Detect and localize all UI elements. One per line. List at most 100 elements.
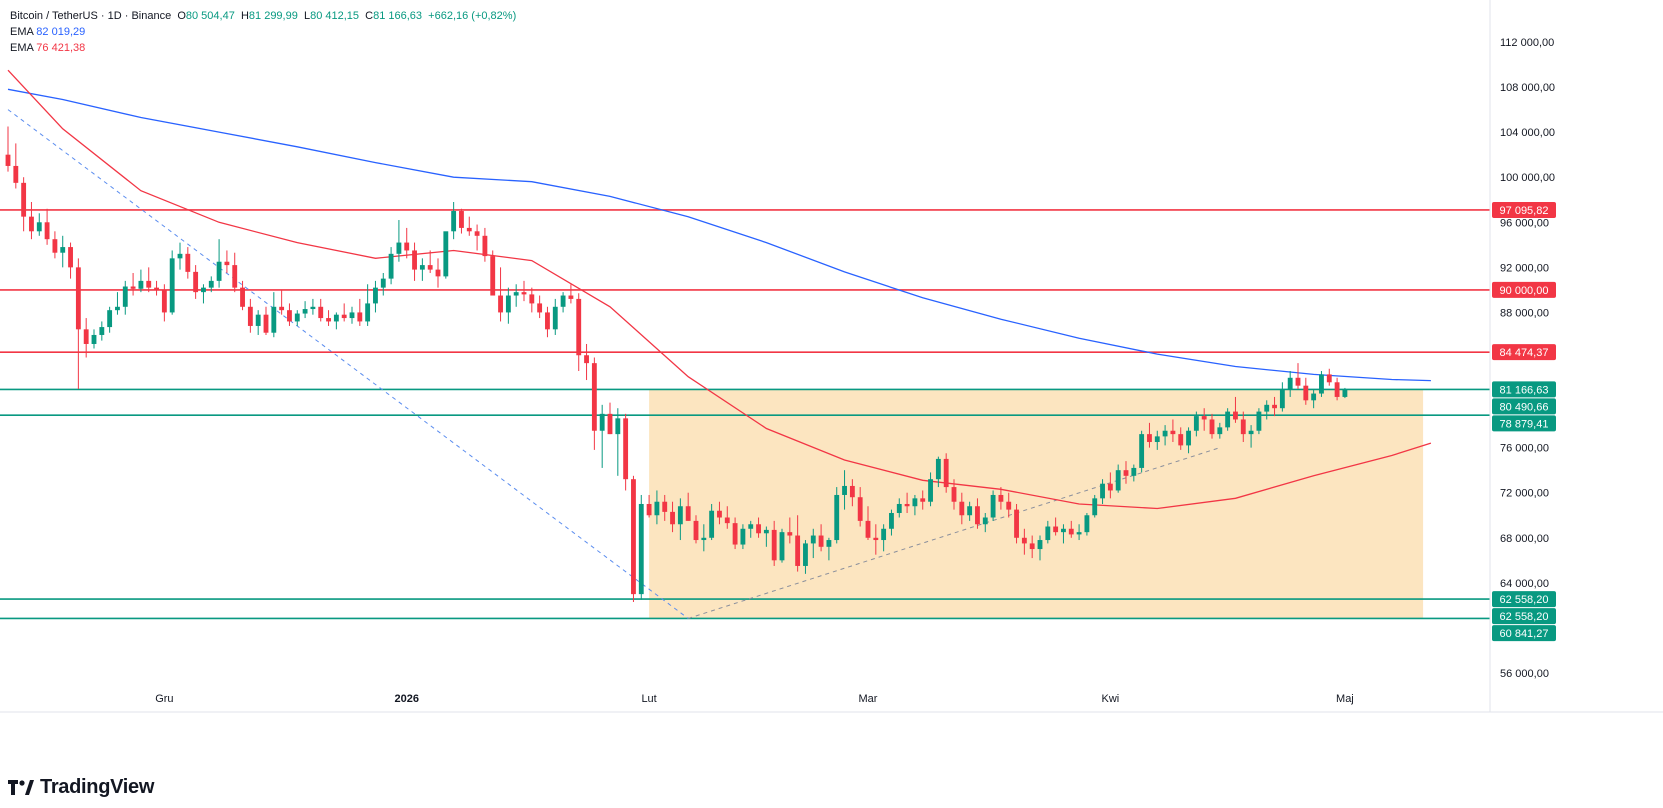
- candle-150[interactable]: [1178, 427, 1184, 450]
- candle-118[interactable]: [928, 472, 933, 507]
- candle-39[interactable]: [310, 298, 316, 315]
- candle-109[interactable]: [857, 487, 863, 527]
- trendline-0[interactable]: [7, 109, 689, 619]
- candle-48[interactable]: [380, 272, 386, 296]
- candle-3[interactable]: [29, 202, 34, 240]
- candle-147[interactable]: [1154, 430, 1160, 450]
- candle-119[interactable]: [935, 456, 941, 488]
- candle-94[interactable]: [740, 524, 746, 550]
- candle-99[interactable]: [779, 528, 785, 563]
- candle-114[interactable]: [896, 498, 902, 518]
- candle-30[interactable]: [240, 280, 245, 311]
- candle-169[interactable]: [1326, 368, 1332, 386]
- candle-161[interactable]: [1264, 400, 1270, 420]
- candle-5[interactable]: [44, 208, 50, 245]
- candle-160[interactable]: [1256, 408, 1262, 435]
- candle-146[interactable]: [1147, 422, 1152, 448]
- candle-156[interactable]: [1225, 408, 1231, 431]
- candle-73[interactable]: [576, 293, 582, 372]
- candle-158[interactable]: [1240, 411, 1246, 443]
- candle-86[interactable]: [677, 498, 683, 541]
- candle-96[interactable]: [756, 517, 761, 538]
- candle-65[interactable]: [513, 284, 519, 307]
- range-zone[interactable]: [649, 389, 1424, 619]
- candle-13[interactable]: [107, 306, 113, 333]
- candle-70[interactable]: [552, 298, 558, 335]
- candle-2[interactable]: [21, 177, 27, 232]
- candle-92[interactable]: [724, 506, 730, 529]
- candle-12[interactable]: [99, 321, 105, 341]
- candle-115[interactable]: [904, 492, 910, 513]
- candle-64[interactable]: [505, 287, 511, 324]
- candle-85[interactable]: [670, 501, 675, 533]
- candle-127[interactable]: [998, 487, 1004, 510]
- candle-100[interactable]: [787, 517, 793, 544]
- candle-98[interactable]: [771, 520, 777, 566]
- candle-128[interactable]: [1006, 492, 1012, 518]
- candle-43[interactable]: [341, 303, 347, 322]
- candle-124[interactable]: [975, 498, 980, 529]
- candle-121[interactable]: [951, 479, 957, 510]
- candle-136[interactable]: [1068, 520, 1074, 538]
- candle-56[interactable]: [443, 231, 449, 279]
- candle-171[interactable]: [1342, 387, 1348, 399]
- candle-58[interactable]: [459, 208, 464, 234]
- candle-37[interactable]: [294, 310, 300, 326]
- candle-93[interactable]: [732, 517, 738, 550]
- candle-46[interactable]: [365, 284, 371, 326]
- candle-138[interactable]: [1084, 512, 1090, 536]
- candle-117[interactable]: [920, 490, 926, 510]
- ema-red-line[interactable]: [7, 69, 1432, 510]
- candle-40[interactable]: [318, 298, 324, 322]
- candle-18[interactable]: [146, 267, 152, 293]
- candle-131[interactable]: [1029, 535, 1035, 559]
- candle-19[interactable]: [154, 280, 159, 296]
- candle-25[interactable]: [201, 284, 206, 304]
- candle-102[interactable]: [803, 540, 808, 574]
- candle-42[interactable]: [333, 312, 339, 330]
- candle-106[interactable]: [834, 487, 840, 544]
- candle-162[interactable]: [1272, 396, 1277, 417]
- candle-163[interactable]: [1279, 382, 1285, 412]
- candle-14[interactable]: [115, 292, 120, 315]
- candle-67[interactable]: [529, 287, 535, 313]
- candle-130[interactable]: [1021, 528, 1027, 555]
- trendline-1[interactable]: [688, 447, 1220, 619]
- candle-59[interactable]: [466, 216, 472, 236]
- candle-151[interactable]: [1186, 427, 1191, 454]
- candle-61[interactable]: [482, 227, 488, 262]
- candle-26[interactable]: [208, 276, 214, 293]
- candle-159[interactable]: [1248, 425, 1254, 448]
- candle-166[interactable]: [1303, 377, 1309, 405]
- candle-137[interactable]: [1076, 524, 1082, 541]
- candle-72[interactable]: [568, 284, 574, 304]
- candle-68[interactable]: [537, 295, 543, 319]
- candle-74[interactable]: [584, 343, 589, 381]
- candle-155[interactable]: [1217, 422, 1223, 439]
- candle-55[interactable]: [435, 258, 441, 288]
- candle-53[interactable]: [419, 258, 425, 281]
- candle-75[interactable]: [591, 357, 597, 450]
- candle-77[interactable]: [607, 402, 613, 435]
- candle-8[interactable]: [68, 242, 73, 279]
- candle-95[interactable]: [748, 520, 754, 538]
- candle-49[interactable]: [388, 247, 394, 285]
- candle-81[interactable]: [638, 494, 644, 600]
- candle-112[interactable]: [881, 524, 887, 552]
- candle-157[interactable]: [1233, 396, 1238, 423]
- candle-35[interactable]: [279, 289, 285, 315]
- candle-1[interactable]: [13, 143, 19, 189]
- candle-84[interactable]: [662, 494, 668, 521]
- candle-145[interactable]: [1139, 430, 1145, 473]
- candle-69[interactable]: [545, 306, 550, 338]
- candle-71[interactable]: [560, 292, 566, 313]
- candle-60[interactable]: [474, 224, 480, 251]
- candle-148[interactable]: [1162, 425, 1168, 446]
- candle-17[interactable]: [138, 269, 144, 293]
- candle-66[interactable]: [521, 280, 527, 302]
- ema-blue-line[interactable]: [7, 88, 1431, 382]
- candle-87[interactable]: [685, 492, 691, 521]
- candle-143[interactable]: [1123, 461, 1129, 484]
- candle-29[interactable]: [232, 252, 238, 293]
- candle-21[interactable]: [169, 250, 175, 315]
